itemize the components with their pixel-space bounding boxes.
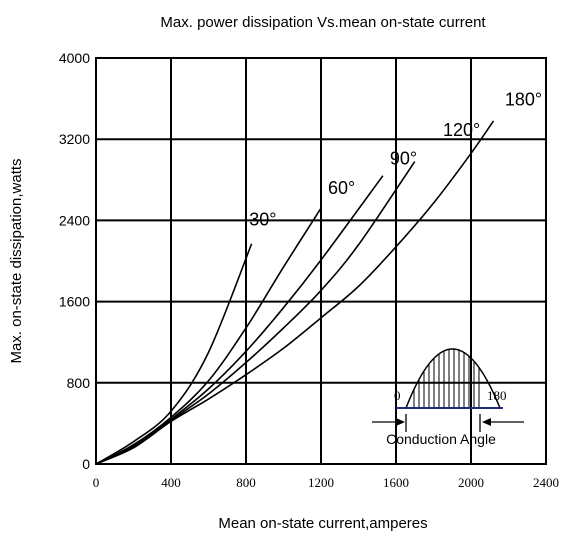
grid	[95, 57, 547, 465]
series-line-4	[95, 120, 495, 465]
series-lines	[95, 120, 495, 465]
plot-frame	[95, 57, 547, 465]
x-axis-label: Mean on-state current,amperes	[218, 515, 427, 532]
series-line-0	[95, 243, 253, 465]
curve-label-4: 180°	[505, 90, 542, 110]
inset-right-arrow-head	[482, 418, 491, 426]
x-tick-label: 2400	[533, 475, 559, 490]
x-tick-label: 2000	[458, 475, 484, 490]
inset-hatching	[413, 349, 480, 408]
y-tick-label: 0	[82, 456, 90, 472]
inset-caption: Conduction Angle	[386, 431, 496, 447]
chart-title: Max. power dissipation Vs.mean on-state …	[160, 14, 486, 31]
conduction-angle-inset: 0 180 Conduction Angle	[372, 348, 524, 447]
y-tick-label: 3200	[59, 131, 90, 147]
x-tick-label: 0	[93, 475, 100, 490]
x-tick-label: 400	[161, 475, 181, 490]
x-tick-label: 1600	[383, 475, 409, 490]
curve-label-1: 60°	[328, 178, 355, 198]
curve-labels: 30° 60° 90° 120° 180°	[249, 90, 542, 230]
curve-label-0: 30°	[249, 209, 276, 229]
half-wave-hump	[405, 348, 501, 409]
curve-label-2: 90°	[390, 149, 417, 169]
y-tick-label: 2400	[59, 212, 90, 228]
y-tick-label: 4000	[59, 50, 90, 66]
x-tick-labels: 0 400 800 1200 1600 2000 2400	[93, 475, 559, 490]
y-tick-label: 800	[67, 375, 91, 391]
curve-label-3: 120°	[443, 120, 480, 140]
series-line-1	[95, 207, 322, 465]
y-tick-labels: 0 800 1600 2400 3200 4000	[59, 50, 90, 472]
x-tick-label: 800	[236, 475, 256, 490]
x-tick-label: 1200	[308, 475, 334, 490]
inset-end-label: 180	[487, 388, 507, 403]
series-line-2	[95, 175, 384, 465]
y-axis-label: Max. on-state dissipation,watts	[8, 158, 25, 363]
y-tick-label: 1600	[59, 294, 90, 310]
inset-start-label: 0	[394, 388, 401, 403]
inset-left-arrow-head	[396, 418, 405, 426]
